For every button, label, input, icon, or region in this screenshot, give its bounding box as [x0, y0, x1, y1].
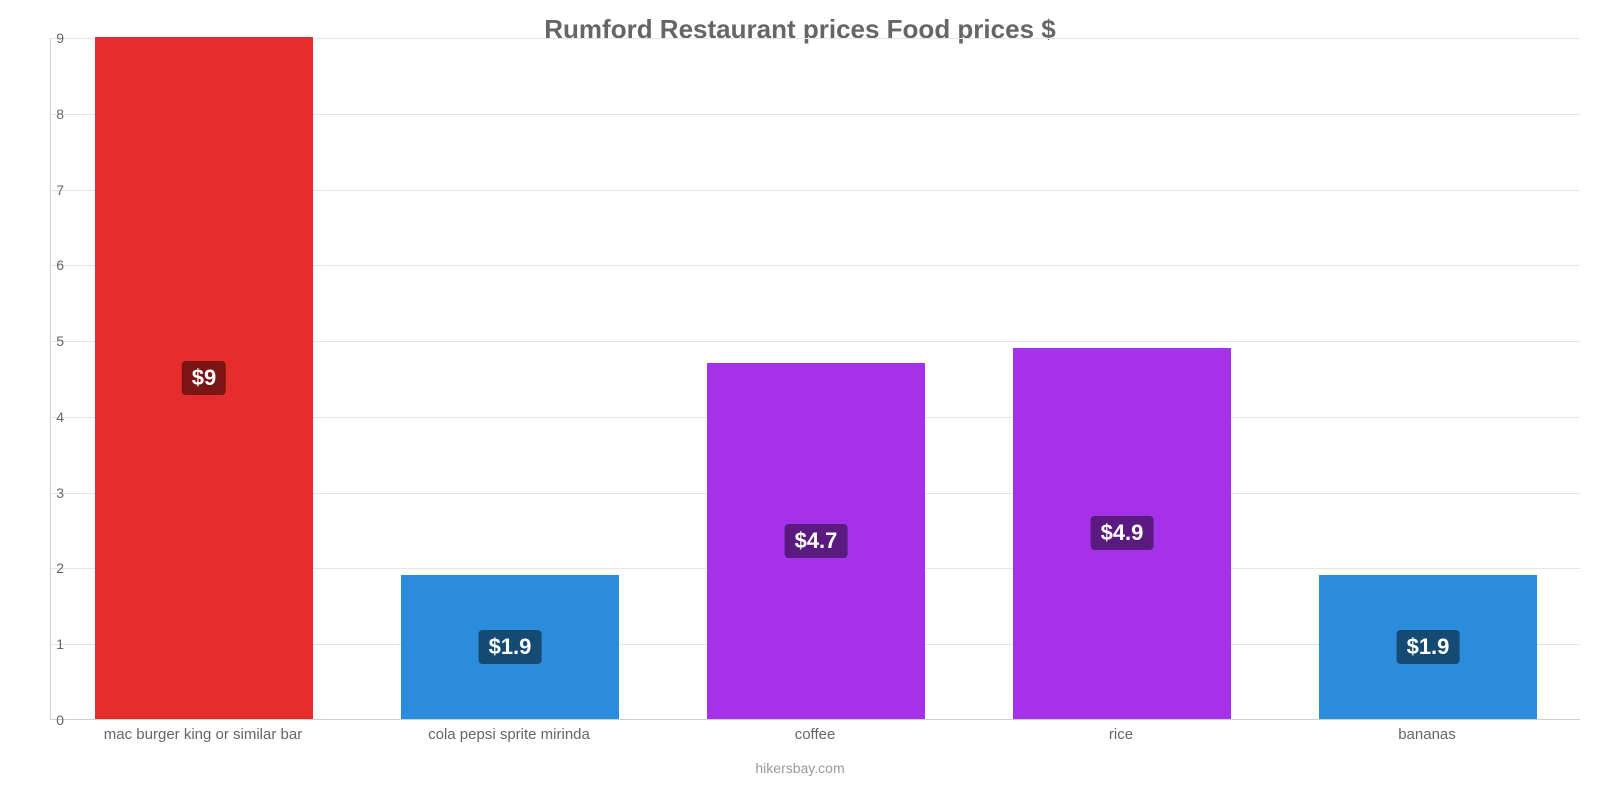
y-tick-label: 6 — [34, 257, 64, 273]
y-tick-label: 0 — [34, 712, 64, 728]
x-tick-label: bananas — [1398, 726, 1456, 743]
y-tick-label: 9 — [34, 30, 64, 46]
x-tick-label: cola pepsi sprite mirinda — [428, 726, 590, 743]
x-tick-label: coffee — [795, 726, 836, 743]
bar-value-label: $1.9 — [479, 630, 542, 664]
y-tick-label: 7 — [34, 182, 64, 198]
credit-text: hikersbay.com — [0, 760, 1600, 776]
plot-area: $9 $1.9 $4.7 $4.9 $1.9 — [50, 38, 1580, 720]
x-tick-label: rice — [1109, 726, 1133, 743]
y-tick-label: 4 — [34, 409, 64, 425]
y-tick-label: 2 — [34, 560, 64, 576]
y-tick-label: 3 — [34, 485, 64, 501]
bar-value-label: $9 — [182, 361, 226, 395]
y-tick-label: 8 — [34, 106, 64, 122]
bar-value-label: $1.9 — [1397, 630, 1460, 664]
bar-value-label: $4.7 — [785, 524, 848, 558]
x-tick-label: mac burger king or similar bar — [104, 726, 302, 743]
y-tick-label: 5 — [34, 333, 64, 349]
chart-container: Rumford Restaurant prices Food prices $ … — [0, 0, 1600, 800]
y-tick-label: 1 — [34, 636, 64, 652]
bar-value-label: $4.9 — [1091, 516, 1154, 550]
